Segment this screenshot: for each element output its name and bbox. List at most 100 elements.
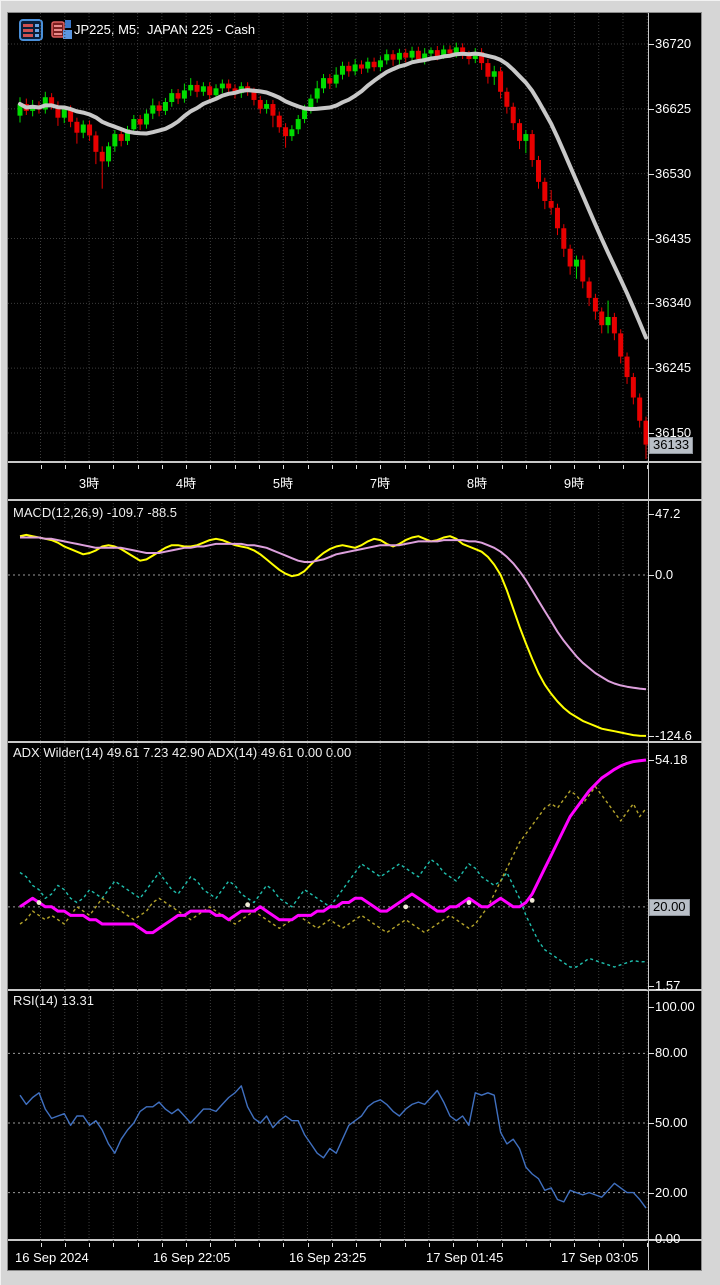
axis-tick	[648, 575, 654, 576]
date-tick	[137, 1243, 139, 1247]
axis-tick	[648, 44, 654, 45]
date-tick	[283, 1243, 285, 1247]
time-tick	[161, 465, 163, 469]
macd-chart[interactable]	[8, 503, 648, 743]
axis-tick	[648, 760, 654, 761]
time-tick	[186, 465, 188, 469]
rsi-chart[interactable]	[8, 991, 648, 1241]
price-axis-label: 36435	[655, 231, 692, 246]
chart-title: JP225, M5: JAPAN 225 - Cash	[74, 22, 256, 37]
time-tick	[453, 465, 455, 469]
rsi-axis-label: 0.00	[655, 1231, 681, 1246]
time-tick	[283, 465, 285, 469]
axis-tick	[648, 303, 654, 304]
date-axis-label: 17 Sep 01:45	[426, 1250, 504, 1265]
time-tick	[404, 465, 406, 469]
date-tick	[210, 1243, 212, 1247]
date-tick	[380, 1243, 382, 1247]
time-tick	[647, 465, 649, 469]
time-tick	[234, 465, 236, 469]
date-tick	[234, 1243, 236, 1247]
time-tick	[331, 465, 333, 469]
date-axis-label: 16 Sep 22:05	[153, 1250, 231, 1265]
axis-tick	[648, 514, 654, 515]
date-tick	[525, 1243, 527, 1247]
rsi-axis-label: 20.00	[655, 1185, 688, 1200]
time-axis-label: 7時	[369, 476, 391, 491]
rsi-label: RSI(14) 13.31	[13, 993, 94, 1008]
date-tick	[550, 1243, 552, 1247]
date-tick	[428, 1243, 430, 1247]
time-tick	[598, 465, 600, 469]
axis-tick	[648, 1239, 654, 1240]
time-tick	[89, 465, 90, 469]
axis-tick	[648, 736, 654, 737]
date-tick	[356, 1243, 357, 1247]
date-tick	[258, 1243, 260, 1247]
date-tick	[186, 1243, 188, 1247]
date-tick	[40, 1243, 42, 1247]
time-tick	[40, 465, 42, 469]
time-tick	[307, 465, 309, 469]
price-axis-label: 36150	[655, 425, 692, 440]
date-tick	[453, 1243, 455, 1247]
market-watch-icon[interactable]	[19, 19, 43, 41]
separator	[8, 461, 703, 463]
value-scale[interactable]	[649, 13, 703, 1270]
time-tick	[356, 465, 357, 469]
price-axis-label: 36340	[655, 295, 692, 310]
date-axis-label: 16 Sep 23:25	[289, 1250, 367, 1265]
date-tick	[574, 1243, 576, 1247]
axis-tick	[648, 1123, 654, 1124]
time-tick	[623, 465, 624, 469]
separator	[8, 499, 703, 501]
axis-tick	[648, 433, 654, 434]
panel-splitter-macd[interactable]	[8, 741, 703, 743]
adx-boxed-value: 20.00	[649, 899, 690, 916]
price-boxed-value: 36133	[649, 437, 694, 454]
price-chart[interactable]	[8, 13, 648, 461]
time-tick	[525, 465, 527, 469]
date-tick	[404, 1243, 406, 1247]
time-tick	[64, 465, 66, 469]
date-axis-label: 16 Sep 2024	[15, 1250, 89, 1265]
date-tick	[623, 1243, 624, 1247]
axis-tick	[648, 174, 654, 175]
price-axis-label: 36625	[655, 101, 692, 116]
time-tick	[113, 465, 115, 469]
macd-label: MACD(12,26,9) -109.7 -88.5	[13, 505, 178, 520]
time-axis-label: 8時	[466, 476, 488, 491]
date-tick	[64, 1243, 66, 1247]
scale-divider	[648, 13, 649, 1270]
price-axis-label: 36720	[655, 36, 692, 51]
rsi-axis-label: 80.00	[655, 1045, 688, 1060]
time-tick	[574, 465, 576, 469]
time-axis-label: 3時	[78, 476, 100, 491]
rsi-axis-label: 50.00	[655, 1115, 688, 1130]
axis-tick	[648, 1053, 654, 1054]
time-tick	[210, 465, 212, 469]
macd-axis-label: -124.6	[655, 728, 692, 743]
time-axis-label: 4時	[175, 476, 197, 491]
time-tick	[137, 465, 139, 469]
date-tick	[89, 1243, 90, 1247]
time-tick	[258, 465, 260, 469]
date-tick	[113, 1243, 115, 1247]
axis-tick	[648, 1193, 654, 1194]
chart-tile-icon[interactable]	[51, 19, 75, 41]
adx-axis-label: 1.57	[655, 978, 681, 993]
date-tick	[501, 1243, 503, 1247]
date-tick	[647, 1243, 649, 1247]
adx-chart[interactable]	[8, 743, 648, 991]
price-axis-label: 36530	[655, 166, 692, 181]
panel-splitter-adx[interactable]	[8, 989, 703, 991]
macd-axis-label: 47.2	[655, 506, 681, 521]
date-tick	[161, 1243, 163, 1247]
time-tick	[501, 465, 503, 469]
time-tick	[428, 465, 430, 469]
date-tick	[307, 1243, 309, 1247]
date-tick	[598, 1243, 600, 1247]
axis-tick	[648, 239, 654, 240]
chart-window[interactable]: JP225, M5: JAPAN 225 - Cash MACD(12,26,9…	[7, 12, 703, 1271]
time-tick	[477, 465, 479, 469]
